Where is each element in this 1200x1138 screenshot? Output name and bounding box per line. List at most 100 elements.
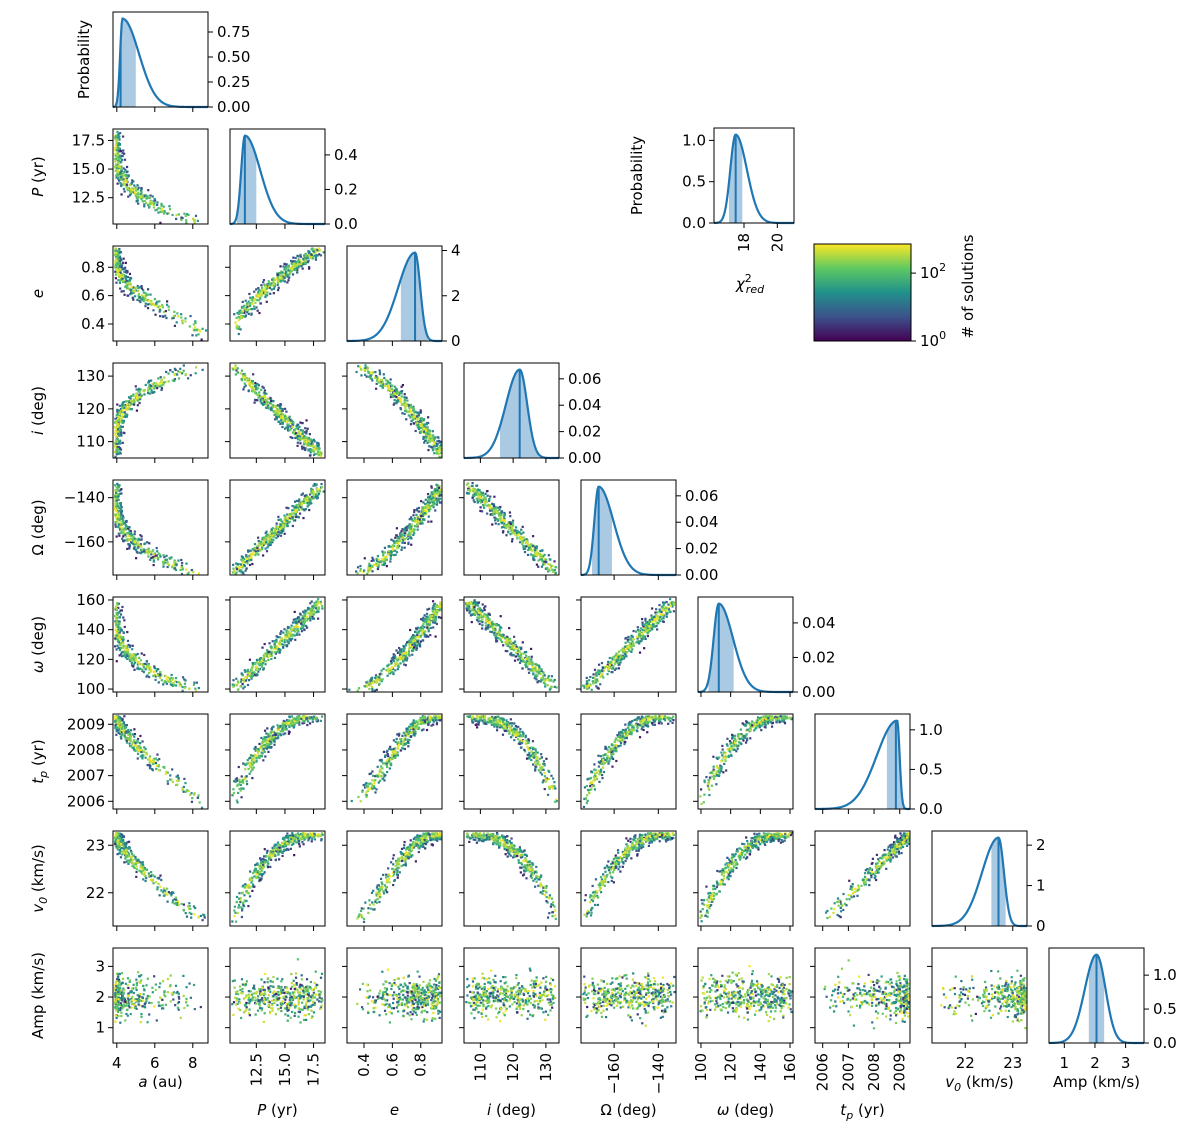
ytick-label-tp: 2007 bbox=[67, 767, 105, 785]
diag-panel-Omega-ci-band bbox=[592, 486, 612, 575]
ylabel-Omega: Ω (deg) bbox=[29, 499, 47, 555]
panel-v0-vs-Omega bbox=[580, 830, 677, 927]
panel-Amp-vs-a bbox=[112, 947, 209, 1044]
xtick-label-tp: 2006 bbox=[814, 1053, 832, 1091]
xlabel-i: i (deg) bbox=[487, 1101, 536, 1119]
ytick-label-tp: 2006 bbox=[67, 792, 105, 810]
xlabel-tp: tp (yr) bbox=[840, 1101, 884, 1122]
panel-e-vs-a bbox=[112, 245, 209, 342]
panel-omega-vs-e bbox=[346, 596, 443, 693]
xtick-label-a: 4 bbox=[112, 1054, 122, 1072]
xtick-label-Amp: 1 bbox=[1060, 1054, 1070, 1072]
diag-panel-a-ytick-label: 0.75 bbox=[217, 23, 250, 41]
diag-panel-Omega-ytick-label: 0.06 bbox=[685, 487, 718, 505]
diag-panel-e bbox=[346, 245, 447, 343]
chi2-xtick-label: 20 bbox=[768, 233, 786, 252]
panel-Omega-vs-P bbox=[229, 479, 326, 576]
panel-omega-vs-P bbox=[229, 596, 326, 693]
chi2-ytick-label: 1.0 bbox=[682, 131, 706, 149]
diag-panel-tp bbox=[814, 713, 915, 811]
diag-panel-a-ytick-label: 0.00 bbox=[217, 98, 250, 116]
ylabel-e: e bbox=[29, 289, 47, 298]
diag-panel-Omega-ytick-label: 0.00 bbox=[685, 566, 718, 584]
panel-Amp-vs-i bbox=[463, 947, 560, 1044]
panel-v0-vs-i bbox=[463, 830, 560, 927]
chi2-ylabel: Probability bbox=[628, 136, 646, 215]
xtick-label-P: 12.5 bbox=[247, 1053, 265, 1086]
diag-panel-i-ytick-label: 0.02 bbox=[568, 423, 601, 441]
panel-i-vs-a bbox=[112, 362, 209, 459]
xtick-label-Amp: 2 bbox=[1090, 1054, 1100, 1072]
xtick-label-Omega: −160 bbox=[605, 1053, 623, 1094]
panel-Amp-vs-tp bbox=[814, 947, 911, 1044]
diag-panel-tp-ytick-label: 0.5 bbox=[919, 760, 943, 778]
diag-panel-tp-ytick-label: 1.0 bbox=[919, 721, 943, 739]
diag-panel-P bbox=[229, 128, 330, 226]
chi2-ytick-label: 0.0 bbox=[682, 214, 706, 232]
panel-omega-vs-i bbox=[463, 596, 560, 693]
ytick-label-omega: 120 bbox=[76, 650, 105, 668]
diag-panel-i-pdf-line bbox=[463, 368, 559, 460]
diag-panel-Amp-ytick-label: 0.5 bbox=[1153, 1000, 1177, 1018]
ylabel-Amp: Amp (km/s) bbox=[29, 952, 47, 1039]
xtick-label-v0: 23 bbox=[1003, 1054, 1022, 1072]
diag-panel-P-ytick-label: 0.0 bbox=[334, 215, 358, 233]
xlabel-a: a (au) bbox=[138, 1073, 182, 1091]
ylabel-v0: v0 (km/s) bbox=[29, 844, 50, 913]
diag-panel-Amp-ytick-label: 0.0 bbox=[1153, 1034, 1177, 1052]
diag-panel-v0-ytick-label: 0 bbox=[1036, 917, 1046, 935]
xtick-label-i: 120 bbox=[504, 1053, 522, 1082]
xlabel-omega: ω (deg) bbox=[717, 1101, 774, 1119]
xlabel-P: P (yr) bbox=[257, 1101, 298, 1119]
panel-tp-vs-e bbox=[346, 713, 443, 810]
panel-omega-vs-a bbox=[112, 596, 209, 693]
diag-panel-Amp-ytick-label: 1.0 bbox=[1153, 966, 1177, 984]
diag-panel-a bbox=[112, 11, 213, 109]
diag-panel-omega bbox=[697, 596, 798, 694]
xtick-label-v0: 22 bbox=[956, 1054, 975, 1072]
xtick-label-a: 8 bbox=[188, 1054, 198, 1072]
panel-Omega-vs-i bbox=[463, 479, 560, 576]
diag-panel-v0-ytick-label: 1 bbox=[1036, 877, 1046, 895]
ytick-label-Omega: −140 bbox=[64, 489, 105, 507]
xtick-label-tp: 2008 bbox=[865, 1053, 883, 1091]
diag-panel-Amp bbox=[1048, 947, 1149, 1045]
diag-panel-tp-ytick-label: 0.0 bbox=[919, 800, 943, 818]
xtick-label-Amp: 3 bbox=[1121, 1054, 1131, 1072]
panel-v0-vs-omega bbox=[697, 830, 794, 927]
chi2-xlabel: χ2 red bbox=[735, 272, 765, 296]
chi2-xtick-label: 18 bbox=[735, 233, 753, 252]
ytick-label-P: 17.5 bbox=[72, 131, 105, 149]
xtick-label-omega: 140 bbox=[751, 1053, 769, 1082]
diag-panel-v0 bbox=[931, 830, 1032, 928]
ytick-label-Omega: −160 bbox=[64, 533, 105, 551]
diag-panel-omega-ci-band bbox=[708, 603, 734, 692]
xtick-label-i: 130 bbox=[537, 1053, 555, 1082]
panel-i-vs-e bbox=[346, 362, 443, 459]
xtick-label-Omega: −140 bbox=[649, 1053, 667, 1094]
panel-Amp-vs-v0 bbox=[931, 947, 1028, 1044]
panel-tp-vs-a bbox=[112, 713, 209, 810]
colorbar bbox=[813, 243, 912, 342]
diag-panel-v0-ytick-label: 2 bbox=[1036, 836, 1046, 854]
ytick-label-e: 0.4 bbox=[81, 315, 105, 333]
panel-tp-vs-P bbox=[229, 713, 326, 810]
xtick-label-i: 110 bbox=[471, 1053, 489, 1082]
panel-Amp-vs-Omega bbox=[580, 947, 677, 1044]
ytick-label-e: 0.8 bbox=[81, 258, 105, 276]
xtick-label-omega: 160 bbox=[781, 1053, 799, 1082]
ytick-label-tp: 2008 bbox=[67, 741, 105, 759]
panel-omega-vs-Omega bbox=[580, 596, 677, 693]
ytick-label-omega: 160 bbox=[76, 591, 105, 609]
xlabel-Amp: Amp (km/s) bbox=[1053, 1073, 1140, 1091]
diag-ylabel: Probability bbox=[75, 20, 93, 99]
panel-Amp-vs-P bbox=[229, 947, 326, 1044]
diag-panel-Omega bbox=[580, 479, 681, 577]
xtick-label-tp: 2007 bbox=[839, 1053, 857, 1091]
ytick-label-i: 130 bbox=[76, 367, 105, 385]
panel-P-vs-a bbox=[112, 128, 209, 225]
ytick-label-Amp: 1 bbox=[95, 1019, 105, 1037]
ytick-label-P: 12.5 bbox=[72, 189, 105, 207]
diag-panel-e-ytick-label: 0 bbox=[451, 332, 461, 350]
diag-panel-v0-pdf-line bbox=[931, 836, 1027, 928]
